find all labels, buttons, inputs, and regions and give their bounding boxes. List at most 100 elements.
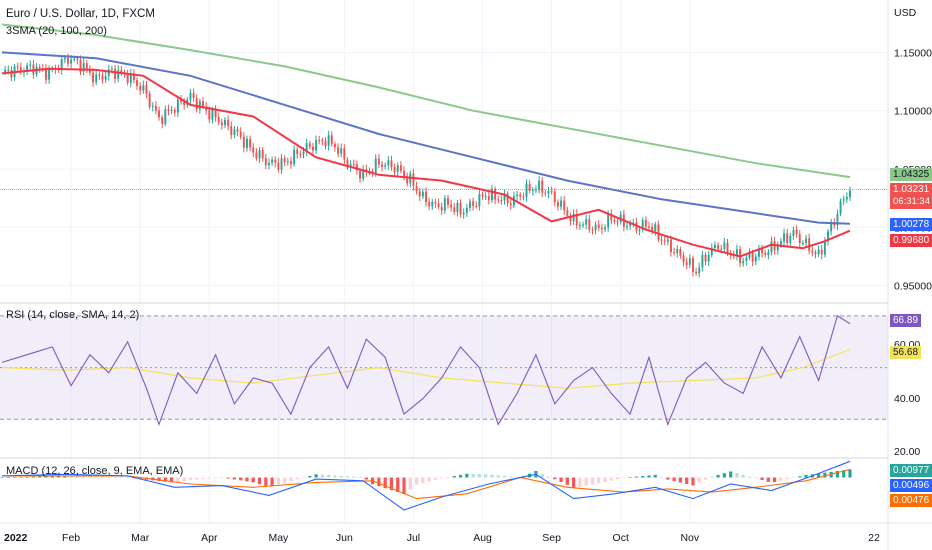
sma-20-tag: 0.99680 [890,234,932,247]
candle-body [531,189,534,191]
macd-histogram-bar [88,476,92,478]
macd-histogram-bar [553,477,557,480]
macd-histogram-bar [427,477,431,482]
sma-legend[interactable]: 3SMA (20, 100, 200) [6,25,107,37]
macd-histogram-bar [779,477,783,481]
rsi-band [0,315,888,420]
candle-body [538,180,541,190]
time-tick-label: Aug [473,532,492,544]
macd-histogram-bar [19,477,23,478]
macd-pane[interactable] [0,460,852,511]
chart-title[interactable]: Euro / U.S. Dollar, 1D, FXCM [6,8,155,20]
candle-body [10,69,13,78]
macd-histogram-bar [408,477,412,490]
macd-signal-value-tag: 0.00476 [890,494,932,507]
macd-histogram-bar [333,475,337,478]
candle-body [783,233,786,242]
candle-body [701,254,704,268]
candle-body [453,207,456,212]
candle-body [324,141,327,147]
macd-histogram-bar [653,474,657,478]
macd-histogram-bar [226,477,230,479]
grid [0,0,888,523]
candle-body [632,222,635,224]
macd-histogram-bar [496,475,500,478]
candle-body [717,244,720,249]
macd-histogram-bar [389,477,394,491]
candle-body [764,253,767,255]
candle-body [742,260,745,264]
candle-body [657,224,660,240]
price-tick-label: 1.10000 [894,106,932,118]
candle-body [258,150,261,159]
macd-histogram-bar [339,475,343,478]
rsi-pane[interactable] [0,315,888,427]
candle-body [754,256,757,262]
candle-body [695,271,698,274]
macd-legend[interactable]: MACD (12, 26, close, 9, EMA, EMA) [6,465,184,477]
candle-body [139,85,142,91]
macd-histogram-bar [245,477,249,482]
candle-body [437,203,440,207]
candle-body [224,119,226,126]
macd-histogram-bar [773,477,777,483]
macd-histogram-bar [220,477,224,479]
candle-body [148,93,151,107]
candle-body [666,239,669,242]
candle-body [352,164,355,166]
candle-body [604,227,606,230]
candle-body [503,193,506,201]
time-tick-label: Oct [613,532,629,544]
candle-body [233,129,236,136]
candle-body [556,202,559,207]
candle-body [450,204,453,208]
macd-histogram-bar [358,477,362,478]
currency-label: USD [894,7,917,19]
candle-body [249,138,252,148]
candle-body [534,189,537,191]
candle-body [641,220,644,230]
candle-body [823,241,826,255]
rsi-legend[interactable]: RSI (14, close, SMA, 14, 2) [6,309,140,321]
macd-histogram-bar [509,476,513,478]
macd-histogram-bar [295,477,299,480]
candle-body [616,220,619,223]
rsi-sma-value-tag: 56.68 [890,346,922,359]
candle-body [820,249,823,255]
candle-body [38,66,41,69]
price-pane[interactable] [0,23,888,278]
macd-histogram-bar [301,477,306,479]
candle-body [745,257,748,261]
macd-histogram-bar [666,477,670,480]
candle-body [217,117,220,123]
candle-body [107,69,110,77]
candle-body [553,191,556,203]
macd-histogram-bar [276,477,280,485]
candle-body [381,164,384,167]
macd-histogram-bar [490,474,494,478]
candle-body [676,249,679,253]
rsi-value-tag: 66.89 [890,314,922,327]
macd-histogram-bar [458,474,463,478]
candle-body [421,191,424,197]
candle-body [145,85,148,94]
candle-body [132,73,135,81]
candle-body [735,249,738,257]
candles [4,53,851,278]
candle-body [465,207,468,213]
candle-body [198,101,201,110]
candle-body [506,193,509,204]
candle-body [415,186,418,192]
macd-histogram-bar [559,477,563,483]
candle-body [541,180,544,193]
time-axis[interactable]: 2022 Feb Mar Apr May Jun Jul Aug Sep Oct Nov 22 [4,532,880,544]
macd-histogram-bar [477,474,481,478]
macd-histogram-bar [364,477,368,480]
sma-100-tag: 1.00278 [890,218,932,231]
candle-body [189,93,192,100]
macd-histogram-bar [201,477,205,480]
macd-histogram-bar [471,473,475,478]
candle-body [588,219,591,230]
candle-body [227,119,230,127]
